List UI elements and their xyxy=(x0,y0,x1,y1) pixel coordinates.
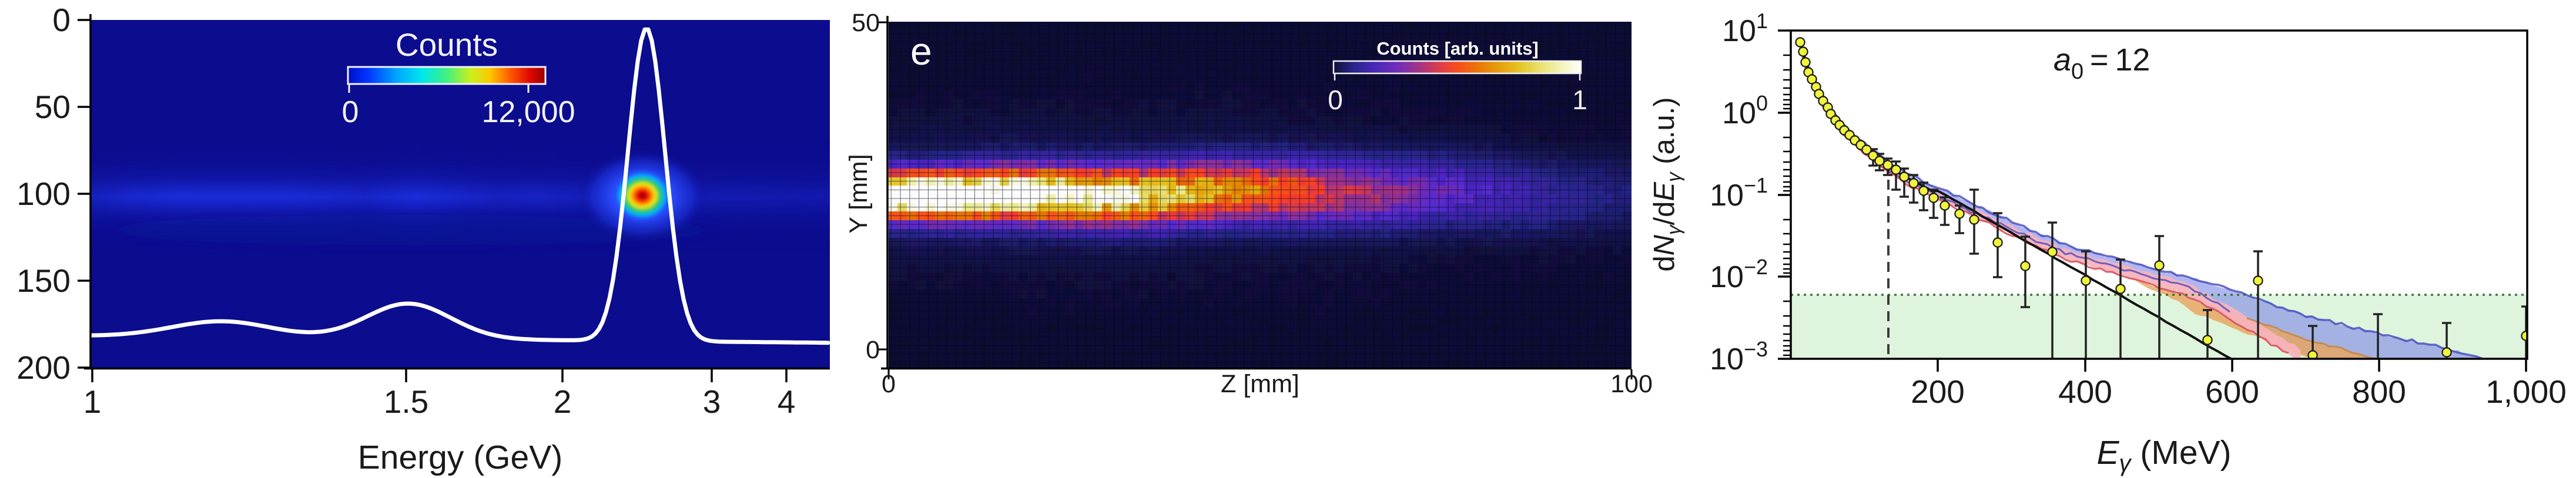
svg-text:100: 100 xyxy=(16,176,71,212)
svg-text:0: 0 xyxy=(882,370,896,398)
svg-text:0: 0 xyxy=(52,2,71,38)
svg-text:200: 200 xyxy=(1911,373,1965,410)
svg-text:e: e xyxy=(910,29,932,73)
svg-text:Counts [arb. units]: Counts [arb. units] xyxy=(1376,38,1539,59)
svg-text:a0 = 12: a0 = 12 xyxy=(2054,42,2150,84)
svg-text:2: 2 xyxy=(554,383,572,420)
svg-text:0: 0 xyxy=(866,336,880,364)
svg-text:Eγ (MeV): Eγ (MeV) xyxy=(2096,434,2231,476)
svg-text:Y [mm]: Y [mm] xyxy=(845,154,873,233)
svg-text:800: 800 xyxy=(2352,373,2406,410)
svg-text:200: 200 xyxy=(16,349,71,386)
svg-text:1.5: 1.5 xyxy=(384,383,428,420)
svg-text:Energy (GeV): Energy (GeV) xyxy=(358,439,562,476)
svg-text:150: 150 xyxy=(16,262,71,299)
svg-text:400: 400 xyxy=(2058,373,2112,410)
svg-text:12,000: 12,000 xyxy=(481,95,575,129)
svg-text:50: 50 xyxy=(852,9,880,37)
svg-text:4: 4 xyxy=(778,383,796,420)
svg-text:50: 50 xyxy=(35,89,71,125)
svg-text:101: 101 xyxy=(1722,9,1768,48)
svg-text:1: 1 xyxy=(1572,85,1587,115)
svg-text:100: 100 xyxy=(1610,370,1653,398)
svg-text:0: 0 xyxy=(1328,85,1343,115)
svg-text:600: 600 xyxy=(2205,373,2259,410)
svg-text:3: 3 xyxy=(703,383,721,420)
svg-text:Z [mm]: Z [mm] xyxy=(1221,370,1299,398)
svg-text:Counts: Counts xyxy=(396,26,498,63)
svg-text:1: 1 xyxy=(83,383,102,420)
svg-text:dNγ/dEγ (a.u.): dNγ/dEγ (a.u.) xyxy=(1649,97,1684,271)
svg-text:1,000: 1,000 xyxy=(2485,373,2567,410)
svg-text:0: 0 xyxy=(342,95,359,129)
